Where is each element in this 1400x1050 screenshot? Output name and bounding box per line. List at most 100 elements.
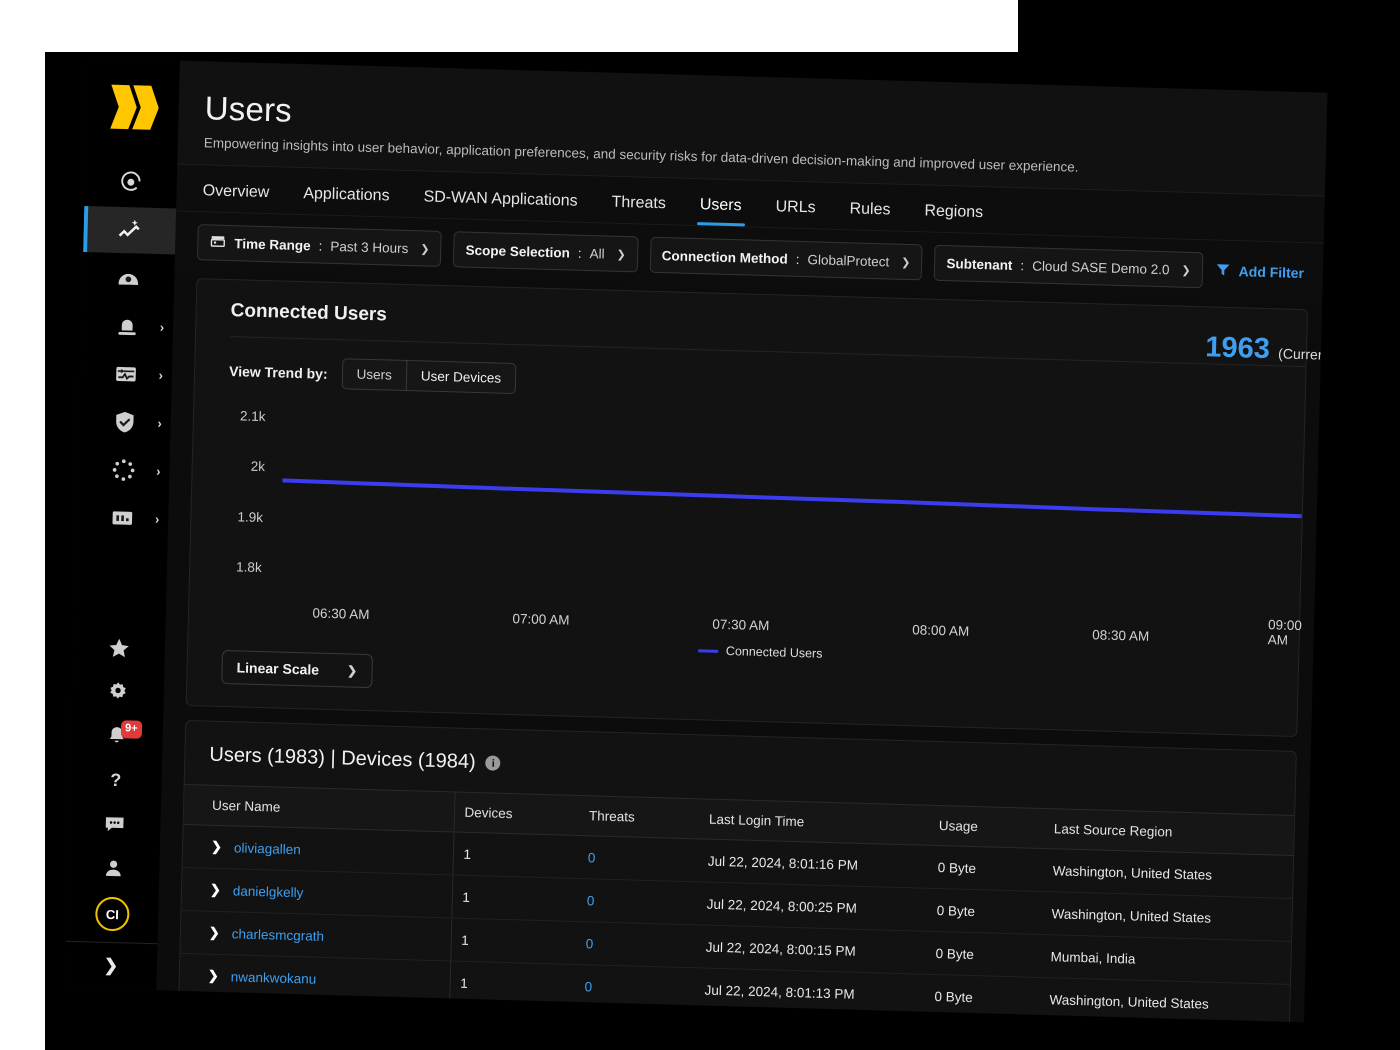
filter-colon: : [577, 245, 582, 261]
tab-rules[interactable]: Rules [849, 200, 891, 219]
user-link[interactable]: ❯ charlesmcgrath [209, 925, 325, 944]
connected-users-count-label: (Currently Connected) [1277, 345, 1328, 365]
sidebar-item-reports[interactable]: › [76, 494, 169, 543]
network-monitor-icon [113, 361, 140, 388]
bell-icon [104, 723, 129, 753]
user-link[interactable]: ❯ nwankwokanu [208, 968, 317, 987]
cell-last-login: Jul 22, 2024, 8:01:16 PM [697, 838, 929, 889]
tab-users[interactable]: Users [699, 196, 761, 227]
column-header-devices[interactable]: Devices [453, 792, 580, 836]
sidebar-item-security[interactable]: › [78, 398, 171, 447]
left-navigation-rail: › › [64, 58, 181, 991]
favorites-button[interactable] [72, 627, 165, 674]
user-name-text: danielgkelly [232, 882, 304, 900]
user-link[interactable]: ❯ danielgkelly [210, 882, 304, 901]
filter-connection-method[interactable]: Connection Method : GlobalProtect ❯ [649, 236, 923, 281]
tab-urls[interactable]: URLs [775, 198, 816, 217]
column-header-threats[interactable]: Threats [578, 795, 700, 839]
column-header-last-login-time[interactable]: Last Login Time [698, 798, 930, 846]
incidents-eye-icon [118, 169, 145, 196]
users-table: User Name Devices Threats Last Login Tim… [178, 784, 1295, 1023]
filter-colon: : [318, 238, 323, 254]
chevron-right-icon: ❯ [103, 955, 119, 976]
svg-text:?: ? [110, 769, 122, 789]
tab-threats[interactable]: Threats [611, 193, 667, 213]
chevron-right-icon[interactable]: › [158, 367, 164, 383]
dashboard-gauge-icon [115, 265, 142, 292]
question-mark-icon: ? [103, 767, 128, 797]
chevron-down-icon: ❯ [1181, 264, 1191, 277]
help-button[interactable]: ? [69, 759, 162, 806]
expand-row-chevron-icon[interactable]: ❯ [208, 924, 221, 941]
rail-bottom-items: 9+ ? [66, 627, 166, 943]
view-trend-label: View Trend by: [228, 362, 328, 382]
chevron-right-icon[interactable]: › [159, 319, 165, 335]
expand-rail-button[interactable]: ❯ [64, 940, 158, 991]
sidebar-item-network[interactable]: › [79, 350, 172, 399]
gear-icon [106, 679, 131, 709]
user-link[interactable]: ❯ oliviagallen [211, 839, 301, 857]
scale-select[interactable]: Linear Scale ❯ [221, 649, 373, 689]
filter-subtenant[interactable]: Subtenant : Cloud SASE Demo 2.0 ❯ [934, 244, 1204, 289]
users-table-title: Users (1983) | Devices (1984) [209, 743, 476, 774]
expand-row-chevron-icon[interactable]: ❯ [207, 967, 219, 984]
account-button[interactable] [67, 847, 160, 894]
settings-button[interactable] [71, 671, 164, 718]
sidebar-item-activity-insights[interactable] [83, 205, 177, 255]
palo-alto-networks-logo[interactable] [104, 80, 161, 134]
tab-regions[interactable]: Regions [924, 202, 984, 222]
avatar[interactable]: CI [66, 891, 159, 938]
tab-applications[interactable]: Applications [303, 185, 390, 205]
expand-row-chevron-icon[interactable]: ❯ [210, 838, 223, 855]
chevron-right-icon[interactable]: › [154, 511, 160, 527]
support-chat-button[interactable] [68, 803, 161, 850]
chat-bubble-icon [102, 811, 127, 841]
sidebar-item-dashboards[interactable]: › [82, 254, 175, 303]
tab-overview[interactable]: Overview [202, 182, 270, 202]
content-scroll-area[interactable]: Connected Users 1963 (Currently Connecte… [156, 277, 1328, 1023]
x-axis-tick: 06:30 AM [312, 605, 370, 623]
notifications-button[interactable]: 9+ [70, 715, 163, 762]
filter-subtenant-value: Cloud SASE Demo 2.0 [1032, 257, 1170, 277]
sidebar-item-incidents[interactable] [84, 158, 177, 207]
sidebar-item-automation[interactable]: › [77, 446, 170, 495]
filter-time-range[interactable]: Time Range : Past 3 Hours ❯ [196, 224, 443, 267]
y-axis-tick: 2k [250, 458, 266, 475]
connected-users-chart: 2.1k 2k 1.9k 1.8k 06:30 AM 07:00 AM 07:3… [222, 390, 1304, 670]
x-axis-tick: 08:30 AM [1092, 627, 1150, 644]
chevron-right-icon[interactable]: › [157, 415, 162, 431]
segment-user-devices[interactable]: User Devices [405, 361, 516, 394]
x-axis-tick: 07:30 AM [712, 616, 770, 634]
info-icon[interactable]: i [485, 755, 501, 771]
funnel-filter-icon [1214, 261, 1230, 280]
filter-subtenant-label: Subtenant [946, 255, 1013, 273]
segment-users[interactable]: Users [342, 359, 407, 390]
cell-devices: 1 [450, 917, 577, 965]
tab-sdwan-applications[interactable]: SD-WAN Applications [423, 188, 578, 210]
user-name-text: oliviagallen [233, 839, 301, 857]
users-table-card: Users (1983) | Devices (1984) i User Nam… [177, 719, 1297, 1023]
cell-threats[interactable]: 0 [577, 835, 699, 882]
connected-users-count: 1963 [1204, 331, 1271, 366]
main-content: Users Empowering insights into user beha… [156, 60, 1328, 1023]
column-header-last-source-region[interactable]: Last Source Region [1043, 808, 1295, 856]
sidebar-item-alerts[interactable]: › [81, 302, 174, 351]
filter-scope-selection[interactable]: Scope Selection : All ❯ [453, 231, 639, 273]
cell-region: Mumbai, India [1040, 934, 1292, 985]
cell-threats[interactable]: 0 [576, 878, 698, 925]
scale-select-value: Linear Scale [236, 659, 320, 678]
cell-user-name: ❯ oliviagallen [182, 824, 454, 875]
add-filter-button[interactable]: Add Filter [1214, 261, 1304, 282]
column-header-usage[interactable]: Usage [928, 805, 1045, 849]
cell-user-name: ❯ charlesmcgrath [180, 910, 452, 961]
person-icon [101, 855, 126, 885]
reports-chart-icon [109, 505, 136, 532]
chevron-down-icon: ❯ [901, 256, 911, 269]
chevron-right-icon[interactable]: › [156, 463, 161, 479]
cell-threats[interactable]: 0 [575, 921, 697, 968]
cell-region: Washington, United States [1041, 891, 1293, 942]
expand-row-chevron-icon[interactable]: ❯ [209, 881, 222, 898]
user-name-text: nwankwokanu [230, 968, 317, 987]
filter-colon: : [1020, 257, 1025, 273]
calendar-icon [209, 232, 226, 252]
